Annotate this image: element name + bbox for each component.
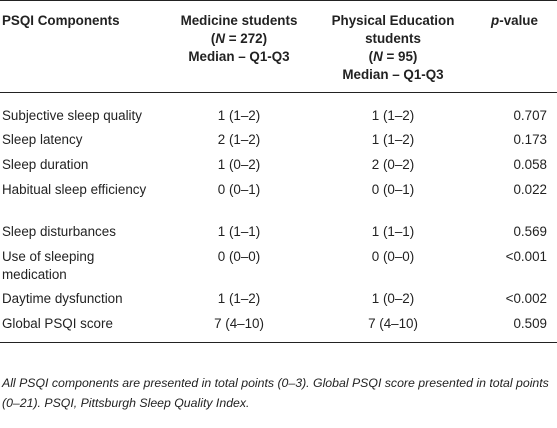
table-row: Use of sleeping medication 0 (0–0) 0 (0–… bbox=[0, 244, 557, 286]
row-pe-value: 1 (1–2) bbox=[371, 108, 415, 123]
header-medicine-title: Medicine students bbox=[180, 13, 298, 28]
table-row: Sleep duration 1 (0–2) 2 (0–2) 0.058 bbox=[0, 152, 557, 177]
row-medicine-value: 2 (1–2) bbox=[217, 131, 261, 147]
row-pe-value: 0 (0–1) bbox=[371, 181, 415, 197]
table-row: Sleep latency 2 (1–2) 1 (1–2) 0.173 bbox=[0, 127, 557, 152]
row-medicine-value: 1 (1–1) bbox=[217, 223, 261, 239]
row-p-value: <0.002 bbox=[505, 290, 547, 306]
row-label: Habitual sleep efficiency bbox=[2, 181, 147, 197]
row-label: Daytime dysfunction bbox=[2, 290, 123, 306]
header-medicine-stat: Median – Q1-Q3 bbox=[188, 49, 290, 64]
table-row: Habitual sleep efficiency 0 (0–1) 0 (0–1… bbox=[0, 177, 557, 219]
row-pe-value: 0 (0–0) bbox=[371, 248, 415, 264]
table-row: Subjective sleep quality 1 (1–2) 1 (1–2)… bbox=[0, 93, 557, 127]
row-pe-value: 1 (1–1) bbox=[371, 223, 415, 239]
row-p-value: 0.022 bbox=[513, 181, 547, 197]
header-component: PSQI Components bbox=[0, 0, 164, 93]
header-pe-title-2: students bbox=[365, 31, 421, 46]
row-label: Sleep disturbances bbox=[2, 223, 116, 239]
header-pe-stat: Median – Q1-Q3 bbox=[342, 67, 444, 82]
row-label: Subjective sleep quality bbox=[2, 108, 142, 123]
header-medicine-n-var: N bbox=[215, 31, 226, 46]
row-medicine-value: 1 (1–2) bbox=[217, 108, 261, 123]
row-p-value: <0.001 bbox=[505, 248, 547, 264]
row-label: Sleep latency bbox=[2, 131, 83, 147]
row-label: Use of sleeping medication bbox=[2, 248, 95, 282]
header-medicine: Medicine students (N = 272) Median – Q1-… bbox=[164, 0, 314, 93]
row-label: Sleep duration bbox=[2, 156, 89, 172]
header-medicine-n: (N = 272) bbox=[210, 31, 268, 46]
header-pe-title: Physical Education bbox=[331, 13, 455, 28]
row-medicine-value: 1 (1–2) bbox=[217, 290, 261, 306]
row-pe-value: 7 (4–10) bbox=[314, 310, 472, 343]
table-row: Sleep disturbances 1 (1–1) 1 (1–1) 0.569 bbox=[0, 219, 557, 244]
row-p-value: 0.173 bbox=[513, 131, 547, 147]
row-p-value: 0.569 bbox=[513, 223, 547, 239]
row-pe-value: 1 (1–2) bbox=[371, 131, 415, 147]
header-pvalue-p: p bbox=[491, 13, 500, 28]
header-pe-n-var: N bbox=[373, 49, 383, 64]
table-footnote: All PSQI components are presented in tot… bbox=[2, 376, 549, 410]
row-label: Global PSQI score bbox=[0, 310, 164, 343]
row-p-value: 0.058 bbox=[513, 156, 547, 172]
row-medicine-value: 0 (0–0) bbox=[217, 248, 261, 264]
row-p-value: 0.707 bbox=[513, 108, 547, 123]
header-component-text: PSQI Components bbox=[2, 13, 120, 28]
table-row: Daytime dysfunction 1 (1–2) 1 (0–2) <0.0… bbox=[0, 286, 557, 311]
row-medicine-value: 0 (0–1) bbox=[217, 181, 261, 197]
header-pvalue-rest: -value bbox=[499, 13, 538, 28]
row-p-value: 0.509 bbox=[472, 310, 557, 343]
header-pvalue: p-value bbox=[472, 0, 557, 93]
psqi-table: PSQI Components Medicine students (N = 2… bbox=[0, 0, 557, 343]
row-medicine-value: 7 (4–10) bbox=[164, 310, 314, 343]
row-pe-value: 2 (0–2) bbox=[371, 156, 415, 172]
row-pe-value: 1 (0–2) bbox=[371, 290, 415, 306]
row-medicine-value: 1 (0–2) bbox=[217, 156, 261, 172]
header-pe-n: (N = 95) bbox=[368, 49, 418, 64]
header-row: PSQI Components Medicine students (N = 2… bbox=[0, 0, 557, 93]
table-row: Global PSQI score 7 (4–10) 7 (4–10) 0.50… bbox=[0, 310, 557, 343]
header-pe: Physical Education students (N = 95) Med… bbox=[314, 0, 472, 93]
